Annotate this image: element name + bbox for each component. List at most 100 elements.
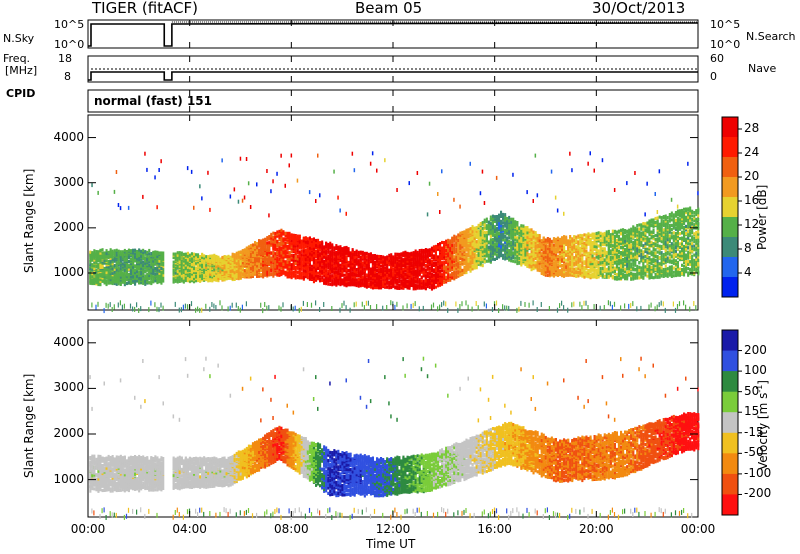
data-cell [390,253,392,256]
data-cell [280,270,282,273]
data-cell [325,242,327,245]
clutter-cell [445,301,446,306]
clutter-cell [187,304,188,309]
data-cell [409,273,411,276]
clutter-cell [415,301,416,306]
clutter-cell [124,304,125,309]
data-cell [136,275,138,278]
clutter-cell [413,303,414,308]
data-cell [402,264,404,267]
data-cell [394,263,396,266]
clutter-cell [232,303,233,308]
scatter-cell [372,151,374,155]
data-cell [327,254,329,257]
data-cell [435,286,437,289]
data-cell [374,261,376,264]
data-cell [191,252,193,255]
clutter-cell [362,302,363,307]
data-cell [307,246,309,249]
data-cell [195,267,197,270]
data-cell [148,264,150,267]
data-cell [158,280,160,283]
data-cell [93,252,95,255]
data-cell [400,267,402,270]
data-cell [459,232,461,235]
data-cell [307,265,309,268]
data-cell [295,234,297,237]
data-cell [402,251,404,254]
scatter-cell [339,209,341,213]
scatter-cell [146,168,148,172]
data-cell [203,254,205,257]
data-cell [311,243,313,246]
data-cell [148,281,150,284]
data-cell [392,267,394,270]
data-cell [97,263,99,266]
data-cell [203,260,205,263]
data-cell [323,260,325,263]
clutter-cell [185,304,186,309]
data-cell [362,251,364,254]
data-cell [392,255,394,258]
data-cell [400,279,402,282]
data-cell [459,237,461,240]
data-cell [132,249,134,252]
data-cell [315,259,317,262]
scatter-cell [459,205,461,209]
data-cell [248,245,250,248]
data-cell [386,274,388,277]
data-cell [348,281,350,284]
clutter-cell [278,306,279,311]
data-cell [437,255,439,258]
data-cell [425,264,427,267]
clutter-cell [266,306,267,311]
data-cell [262,268,264,271]
data-cell [91,251,93,254]
data-cell [311,238,313,241]
clutter-cell [154,302,155,307]
data-cell [295,248,297,251]
data-cell [386,255,388,258]
data-cell [423,255,425,258]
data-cell [250,273,252,276]
clutter-cell [122,305,123,310]
data-cell [301,240,303,243]
data-cell [370,252,372,255]
data-cell [329,242,331,245]
data-cell [463,248,465,251]
scatter-cell [114,190,116,194]
data-cell [291,250,293,253]
data-cell [256,242,258,245]
data-cell [437,282,439,285]
data-cell [386,266,388,269]
data-cell [321,246,323,249]
data-cell [250,263,252,266]
data-cell [451,263,453,266]
data-cell [390,260,392,263]
clutter-cell [346,305,347,310]
data-cell [413,276,415,279]
data-cell [291,263,293,266]
data-cell [437,265,439,268]
data-cell [289,272,291,275]
data-cell [427,279,429,282]
data-cell [258,239,260,242]
clutter-cell [419,306,420,311]
data-cell [307,276,309,279]
data-cell [461,269,463,272]
scatter-cell [354,168,356,172]
data-cell [315,239,317,242]
data-cell [152,275,154,278]
data-cell [289,232,291,235]
data-cell [289,261,291,264]
scatter-cell [276,172,278,176]
data-cell [276,230,278,233]
data-cell [311,271,313,274]
data-cell [148,252,150,255]
data-cell [443,261,445,264]
data-cell [120,267,122,270]
data-cell [309,242,311,245]
data-cell [374,254,376,257]
data-cell [270,256,272,259]
data-cell [289,251,291,254]
